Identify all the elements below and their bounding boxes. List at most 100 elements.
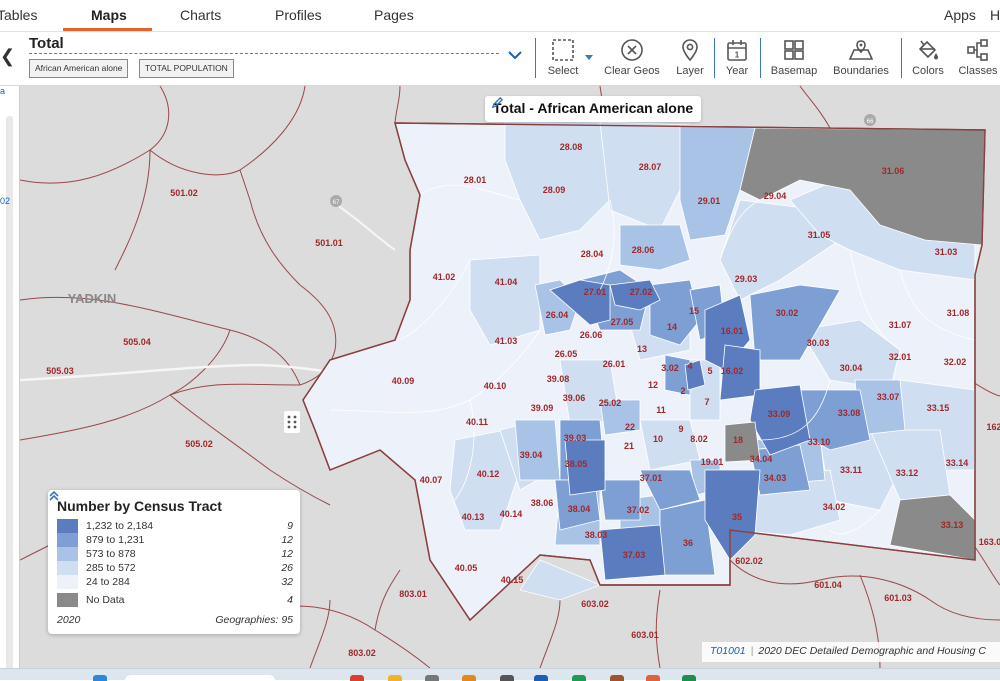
- left-panel-link[interactable]: a: [0, 86, 6, 96]
- top-navigation: Tables Maps Charts Profiles Pages Apps H: [0, 0, 1000, 32]
- legend-row: No Data 4: [57, 593, 293, 607]
- tract-label: 38.04: [568, 504, 591, 514]
- legend-row: 879 to 1,231 12: [57, 533, 293, 547]
- tract-label: 29.01: [698, 196, 721, 206]
- legend-count: 9: [287, 520, 293, 532]
- tract-label: 34.02: [823, 502, 846, 512]
- tract-label: 4: [687, 361, 692, 371]
- classes-button[interactable]: Classes: [956, 32, 1000, 86]
- legend-range: 24 to 284: [86, 576, 130, 588]
- legend-range: 573 to 878: [86, 548, 136, 560]
- choropleth-map[interactable]: 67 66 YADKIN 165.03 28.08 28.07 28.01 28.09 2…: [20, 86, 1000, 668]
- tract-label: 12: [648, 380, 658, 390]
- tab-tables[interactable]: Tables: [0, 7, 38, 23]
- clear-geos-label: Clear Geos: [604, 65, 660, 77]
- taskbar-folder-icon[interactable]: [388, 675, 402, 681]
- variable-chip-universe[interactable]: TOTAL POPULATION: [139, 59, 234, 78]
- tract-label: 34.03: [764, 473, 787, 483]
- nav-help-link[interactable]: H: [990, 7, 1000, 23]
- clear-geos-button[interactable]: Clear Geos: [600, 32, 664, 86]
- tract-label: 27.01: [584, 287, 607, 297]
- highway-shield-icon: 66: [864, 114, 876, 126]
- legend-count: 4: [287, 594, 293, 606]
- basemap-button[interactable]: Basemap: [766, 32, 822, 86]
- pencil-edit-icon[interactable]: [491, 96, 504, 109]
- svg-text:66: 66: [867, 119, 874, 125]
- tract-label: 5: [707, 366, 712, 376]
- variable-chip-race[interactable]: African American alone: [29, 59, 129, 78]
- tract-label: 30.03: [807, 338, 830, 348]
- tab-profiles[interactable]: Profiles: [275, 7, 322, 23]
- left-panel-scrollbar[interactable]: [6, 116, 13, 676]
- tract-label: 35: [732, 512, 742, 522]
- tract-label: 40.09: [392, 376, 415, 386]
- tract-label: 26.01: [603, 359, 626, 369]
- tract-label: 40.14: [500, 509, 523, 519]
- tract-label: 601.03: [884, 593, 912, 603]
- legend-count: 32: [281, 576, 293, 588]
- taskbar-app-icon[interactable]: [572, 675, 586, 681]
- legend-range: 1,232 to 2,184: [86, 520, 154, 532]
- boundaries-button[interactable]: Boundaries: [830, 32, 892, 86]
- tract-label: 31.08: [947, 308, 970, 318]
- legend-row: 1,232 to 2,184 9: [57, 519, 293, 533]
- clear-circle-x-icon: [621, 39, 643, 61]
- legend-range: 285 to 572: [86, 562, 136, 574]
- tract-label: 39.08: [547, 374, 570, 384]
- nav-apps-link[interactable]: Apps: [944, 7, 976, 23]
- taskbar-app-icon[interactable]: [500, 675, 514, 681]
- taskbar-search-box[interactable]: [125, 675, 275, 681]
- taskbar-app-icon[interactable]: [534, 675, 548, 681]
- toolbar-separator: [714, 38, 715, 78]
- map-pin-icon: [682, 39, 698, 62]
- taskbar-app-icon[interactable]: [425, 675, 439, 681]
- tab-pages[interactable]: Pages: [374, 7, 414, 23]
- tract-label: 25.02: [599, 398, 622, 408]
- map-canvas[interactable]: 67 66 YADKIN 165.03 28.08 28.07 28.01 28.09 2…: [20, 86, 1000, 668]
- select-dropdown-icon[interactable]: [584, 54, 594, 62]
- tract-label: 28.01: [464, 175, 487, 185]
- tract-label: 40.12: [477, 469, 500, 479]
- chevron-down-icon[interactable]: [506, 46, 524, 64]
- tab-charts[interactable]: Charts: [180, 7, 222, 23]
- taskbar-app-icon[interactable]: [350, 675, 364, 681]
- collapse-panel-icon[interactable]: ❮: [0, 46, 16, 66]
- os-taskbar: [0, 668, 1000, 681]
- tract-labels: 165.03 28.08 28.07 28.01 28.09 29.01 29.04 31.0…: [46, 86, 1000, 658]
- tract-label: 28.06: [632, 245, 655, 255]
- tract-label: 803.01: [399, 589, 427, 599]
- taskbar-app-icon[interactable]: [610, 675, 624, 681]
- select-button[interactable]: Select: [540, 32, 586, 86]
- map-title: Total - African American alone: [485, 96, 702, 122]
- source-table-code[interactable]: T01001: [710, 645, 746, 657]
- tract-label: 31.03: [935, 247, 958, 257]
- boundary-map-icon: [848, 40, 874, 60]
- legend-count: 12: [281, 534, 293, 546]
- colors-button[interactable]: Colors: [906, 32, 950, 86]
- taskbar-app-icon[interactable]: [646, 675, 660, 681]
- tract-label: 9: [678, 424, 683, 434]
- tab-maps[interactable]: Maps: [91, 7, 127, 23]
- tract-label: 165.0: [979, 86, 1000, 88]
- legend-title: Number by Census Tract: [57, 498, 222, 514]
- double-chevron-up-icon[interactable]: [48, 490, 60, 502]
- taskbar-app-icon[interactable]: [462, 675, 476, 681]
- variable-title[interactable]: Total: [29, 35, 64, 52]
- variable-title-underline: [29, 53, 499, 54]
- left-panel-fragment: 02: [0, 196, 11, 206]
- tract-label: 165.03: [448, 86, 476, 88]
- drag-handle-icon[interactable]: [284, 411, 300, 433]
- tract-label: 28.04: [581, 249, 604, 259]
- taskbar-app-icon[interactable]: [682, 675, 696, 681]
- windows-start-icon[interactable]: [93, 675, 107, 681]
- tract-label: 38.05: [565, 459, 588, 469]
- tract-label: 39.09: [531, 403, 554, 413]
- layer-button[interactable]: Layer: [670, 32, 710, 86]
- legend-year: 2020: [57, 614, 81, 626]
- legend-swatch: [57, 519, 78, 533]
- tract-label: 30.04: [840, 363, 863, 373]
- year-button[interactable]: 1 Year: [718, 32, 756, 86]
- tract-label: 8.02: [690, 434, 708, 444]
- tract-label: 3.02: [661, 363, 679, 373]
- tract-label: 505.02: [185, 439, 213, 449]
